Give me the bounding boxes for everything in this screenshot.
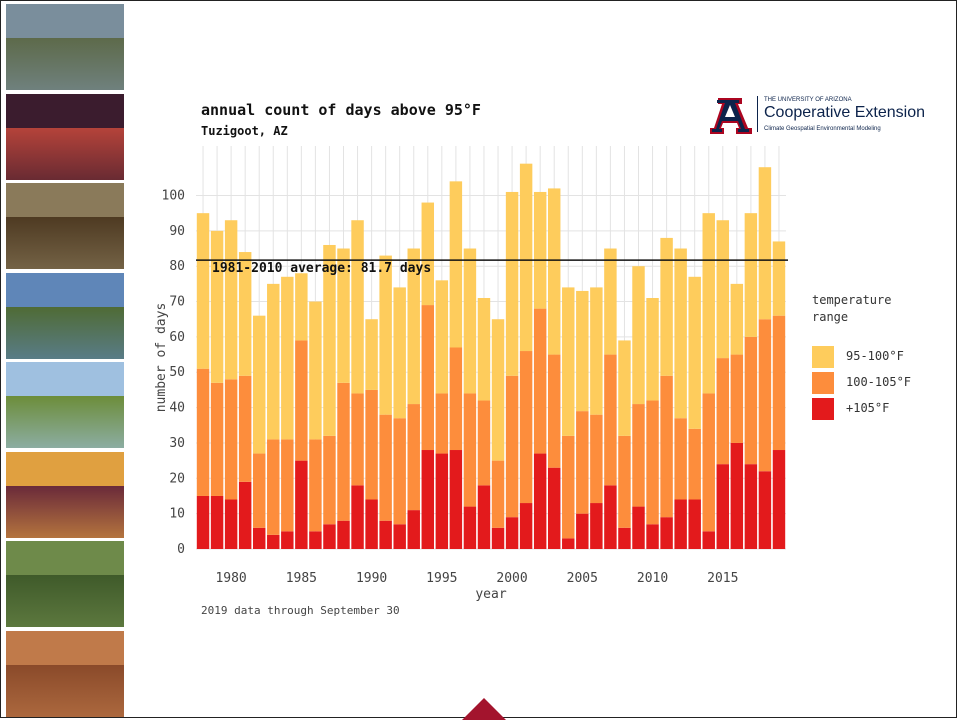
frost-candles-photo-sky [6, 93, 124, 128]
photo-strip [6, 4, 124, 718]
vineyard-frost-photo-ground [6, 38, 124, 90]
grape-harvest-photo [6, 541, 124, 627]
sunset-grapes-photo-ground [6, 485, 124, 538]
block-a-icon [710, 98, 752, 134]
legend-item: 100-105°F [812, 372, 942, 394]
dried-vine-photo [6, 183, 124, 269]
legend-label: 100-105°F [846, 375, 912, 389]
logo-program-text: Climate Geospatial Environmental Modelin… [764, 126, 881, 132]
vineyard-clouds-photo [6, 362, 124, 448]
legend-swatch [812, 346, 834, 368]
dried-vine-photo-ground [6, 217, 124, 269]
grape-harvest-photo-sky [6, 541, 124, 576]
vineyard-clouds-photo-ground [6, 396, 124, 448]
vineyard-rows-blue-sky-photo-sky [6, 272, 124, 307]
slide-accent-triangle [462, 698, 506, 720]
vineyard-clouds-photo-sky [6, 362, 124, 397]
sunset-grapes-photo-sky [6, 451, 124, 486]
legend-item: +105°F [812, 398, 942, 420]
autumn-vineyard-photo-ground [6, 664, 124, 717]
legend-label: 95-100°F [846, 349, 904, 363]
dried-vine-photo-sky [6, 183, 124, 218]
logo-extension-text: Cooperative Extension [764, 104, 925, 121]
vineyard-rows-blue-sky-photo-ground [6, 306, 124, 359]
data-note: 2019 data through September 30 [201, 604, 400, 617]
university-logo [710, 98, 752, 134]
vineyard-frost-photo [6, 4, 124, 90]
logo-university-text: THE UNIVERSITY OF ARIZONA [764, 97, 852, 103]
vineyard-frost-photo-sky [6, 4, 124, 39]
legend-label: +105°F [846, 401, 890, 415]
chart-title: annual count of days above 95°F [201, 101, 481, 119]
autumn-vineyard-photo-sky [6, 630, 124, 665]
legend-swatch [812, 398, 834, 420]
autumn-vineyard-photo [6, 630, 124, 717]
frost-candles-photo [6, 93, 124, 180]
sunset-grapes-photo [6, 451, 124, 538]
vineyard-rows-blue-sky-photo [6, 272, 124, 359]
frost-candles-photo-ground [6, 127, 124, 180]
legend-title: temperature range [812, 293, 892, 324]
grape-harvest-photo-ground [6, 575, 124, 627]
legend-item: 95-100°F [812, 346, 942, 368]
logo-separator [757, 96, 758, 132]
legend-swatch [812, 372, 834, 394]
chart-subtitle: Tuzigoot, AZ [201, 124, 288, 138]
